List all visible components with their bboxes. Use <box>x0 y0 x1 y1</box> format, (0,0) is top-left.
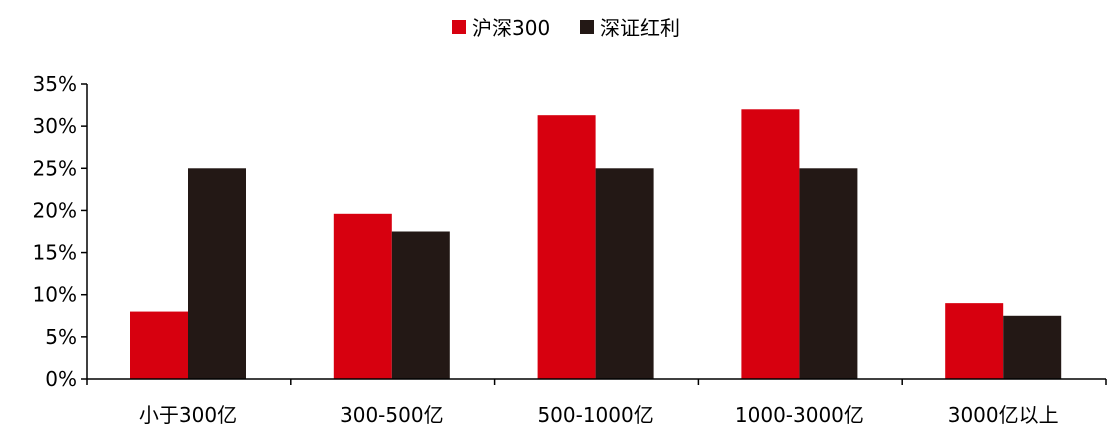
legend-swatch <box>452 20 466 34</box>
legend-swatch <box>580 20 594 34</box>
y-tick-label: 20% <box>33 198 77 222</box>
y-tick-label: 15% <box>33 241 77 265</box>
bar-series2-0 <box>188 168 246 379</box>
bar-series1-3 <box>741 109 800 380</box>
bar-series1-4 <box>945 303 1004 379</box>
legend-entry-series1: 沪深300 <box>452 16 550 40</box>
x-tick-label: 300-500亿 <box>340 403 444 427</box>
y-tick-label: 35% <box>33 72 77 96</box>
bar-series2-4 <box>1003 315 1062 379</box>
bars <box>130 109 1062 380</box>
bar-series2-2 <box>595 168 654 379</box>
y-tick-label: 5% <box>45 325 77 349</box>
bar-series2-1 <box>391 231 450 379</box>
legend-label: 深证红利 <box>600 16 680 40</box>
y-tick-label: 10% <box>33 283 77 307</box>
bar-series2-3 <box>799 168 858 379</box>
y-tick-label: 0% <box>45 367 77 391</box>
x-tick-label: 1000-3000亿 <box>735 403 864 427</box>
x-tick-label: 500-1000亿 <box>537 403 653 427</box>
legend: 沪深300 深证红利 <box>452 16 680 40</box>
x-axis: 小于300亿 300-500亿 500-1000亿 1000-3000亿 3000亿以上 <box>86 378 1107 427</box>
legend-label: 沪深300 <box>472 16 550 40</box>
y-axis: 0% 5% 10% 15% 20% 25% 30% 35% <box>33 72 88 391</box>
bar-series1-0 <box>130 311 188 379</box>
bar-series1-1 <box>333 213 392 379</box>
bar-series1-2 <box>537 115 596 379</box>
x-tick-label: 3000亿以上 <box>948 403 1059 427</box>
y-tick-label: 30% <box>33 114 77 138</box>
y-tick-label: 25% <box>33 156 77 180</box>
x-tick-label: 小于300亿 <box>139 403 237 427</box>
legend-entry-series2: 深证红利 <box>580 16 680 40</box>
